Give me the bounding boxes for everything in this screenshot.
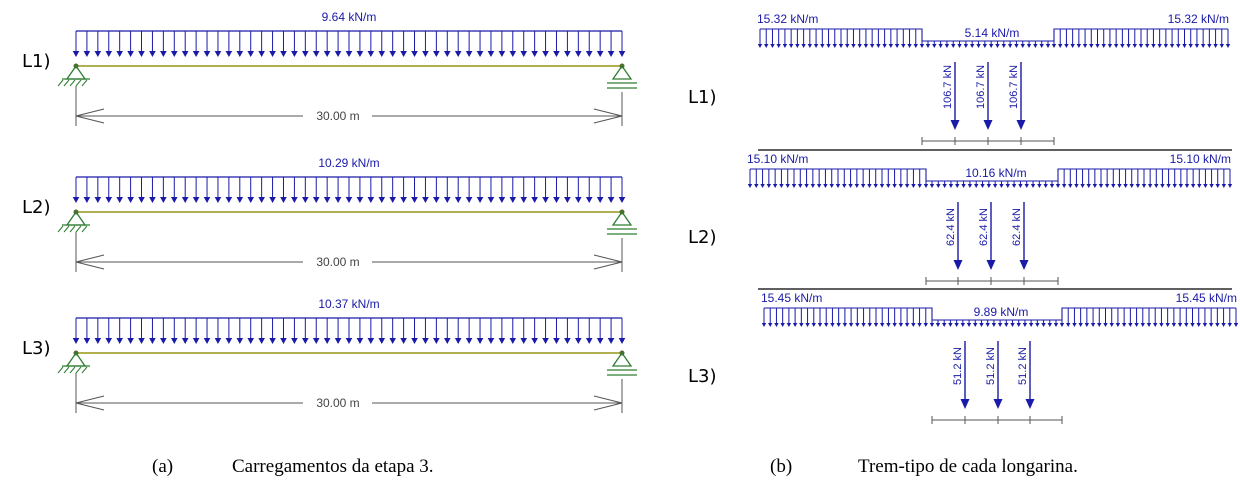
point-loads: 62.4 kN 62.4 kN 62.4 kN [945, 202, 1029, 270]
train-distributed-load [757, 28, 1231, 48]
span-dimension-value: 30.00 m [316, 255, 359, 269]
train-label: L1) [688, 87, 717, 108]
point-load-arrow: 106.7 kN [975, 62, 993, 130]
beam-label: L1) [22, 51, 51, 72]
span-dimension: 30.00 m [75, 86, 623, 126]
outer-load-right-value: 15.10 kN/m [1170, 152, 1231, 166]
distributed-load-value: 10.37 kN/m [318, 297, 379, 311]
train-diagram-1: L1) 15.32 kN/m 15.32 kN/m 5.14 kN/m 106.7 kN… [688, 12, 1231, 145]
point-load-value: 106.7 kN [1008, 65, 1020, 109]
beam-diagram-2: L2) 10.29 kN/m 30.00 m [22, 156, 637, 272]
outer-load-right-value: 15.45 kN/m [1176, 291, 1237, 305]
caption-tag-a: (a) [152, 456, 173, 477]
point-load-value: 106.7 kN [975, 65, 987, 109]
span-dimension-value: 30.00 m [316, 109, 359, 123]
outer-load-left-value: 15.10 kN/m [747, 152, 808, 166]
point-load-value: 62.4 kN [978, 208, 990, 246]
point-load-arrow: 62.4 kN [1011, 202, 1029, 270]
train-label: L2) [688, 227, 717, 248]
point-load-value: 51.2 kN [985, 347, 997, 385]
point-load-value: 62.4 kN [945, 208, 957, 246]
distributed-load-value: 10.29 kN/m [318, 156, 379, 170]
roller-support-icon [607, 350, 637, 376]
point-load-value: 51.2 kN [1017, 347, 1029, 385]
caption-text-b: Trem-tipo de cada longarina. [858, 456, 1078, 477]
point-load-arrow: 51.2 kN [952, 341, 970, 409]
axle-ruler [931, 416, 1063, 424]
distributed-load [72, 176, 626, 203]
inner-load-value: 9.89 kN/m [974, 305, 1029, 319]
caption-text-a: Carregamentos da etapa 3. [232, 456, 434, 477]
roller-support-icon [607, 63, 637, 89]
beam-diagram-3: L3) 10.37 kN/m 30.00 m [22, 297, 637, 413]
point-load-arrow: 62.4 kN [978, 202, 996, 270]
train-diagram-2: L2) 15.10 kN/m 15.10 kN/m 10.16 kN/m 62.4 kN… [688, 152, 1233, 285]
outer-load-right-value: 15.32 kN/m [1168, 12, 1229, 26]
beam-label: L2) [22, 197, 51, 218]
beam-label: L3) [22, 338, 51, 359]
train-distributed-load [761, 307, 1239, 327]
pinned-support-icon [57, 209, 90, 233]
axle-ruler [925, 277, 1059, 285]
point-load-value: 51.2 kN [952, 347, 964, 385]
roller-support-icon [607, 209, 637, 235]
beam-diagram-1: L1) 9.64 kN/m 30.00 m [22, 10, 637, 126]
span-dimension: 30.00 m [75, 232, 623, 272]
pinned-support-icon [57, 350, 90, 374]
point-load-arrow: 51.2 kN [1017, 341, 1035, 409]
point-load-arrow: 62.4 kN [945, 202, 963, 270]
outer-load-left-value: 15.45 kN/m [761, 291, 822, 305]
point-load-arrow: 106.7 kN [942, 62, 960, 130]
train-diagram-3: L3)15.45 kN/m 15.45 kN/m9.89 kN/m51.2 kN 5… [688, 291, 1239, 424]
point-load-arrow: 106.7 kN [1008, 62, 1026, 130]
pinned-support-icon [57, 63, 90, 87]
distributed-load [72, 317, 626, 344]
point-loads: 106.7 kN 106.7 kN 106.7 kN [942, 62, 1026, 130]
caption-tag-b: (b) [770, 456, 792, 477]
inner-load-value: 5.14 kN/m [965, 26, 1020, 40]
span-dimension-value: 30.00 m [316, 396, 359, 410]
outer-load-left-value: 15.32 kN/m [757, 12, 818, 26]
point-load-value: 62.4 kN [1011, 208, 1023, 246]
distributed-load [72, 30, 626, 57]
train-label: L3) [688, 366, 717, 387]
axle-ruler [921, 137, 1055, 145]
point-loads: 51.2 kN 51.2 kN 51.2 kN [952, 341, 1035, 409]
inner-load-value: 10.16 kN/m [965, 166, 1026, 180]
distributed-load-value: 9.64 kN/m [322, 10, 377, 24]
point-load-value: 106.7 kN [942, 65, 954, 109]
point-load-arrow: 51.2 kN [985, 341, 1003, 409]
span-dimension: 30.00 m [75, 373, 623, 413]
train-distributed-load [747, 168, 1233, 188]
